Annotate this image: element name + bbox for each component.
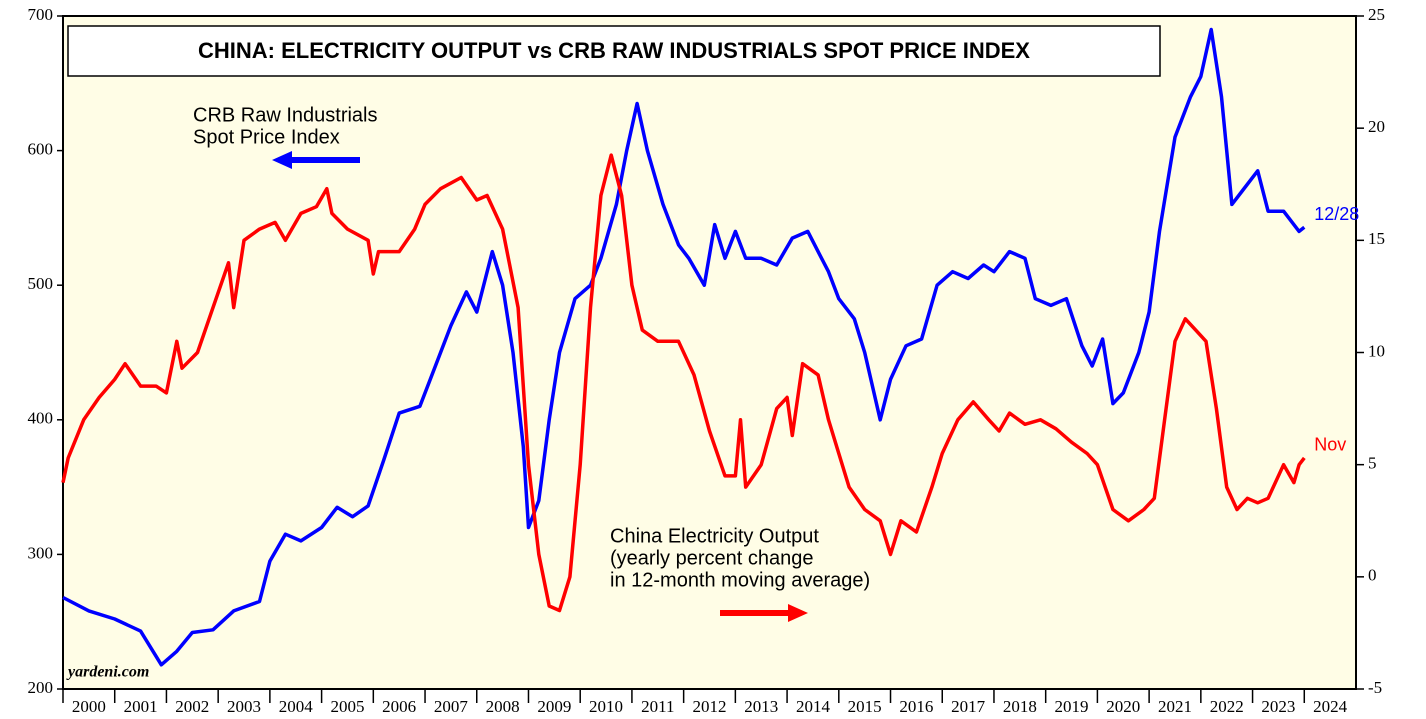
x-tick-label: 2018 — [1003, 697, 1037, 716]
x-tick-label: 2007 — [434, 697, 469, 716]
y-tick-label: 200 — [28, 678, 54, 697]
x-tick-label: 2019 — [1055, 697, 1089, 716]
x-tick-label: 2014 — [796, 697, 831, 716]
y2-tick-label: 20 — [1368, 117, 1385, 136]
x-tick-label: 2006 — [382, 697, 416, 716]
y2-tick-label: 0 — [1368, 566, 1377, 585]
y2-tick-label: 10 — [1368, 341, 1385, 360]
chart-title: CHINA: ELECTRICITY OUTPUT vs CRB RAW IND… — [198, 38, 1030, 63]
x-tick-label: 2001 — [124, 697, 158, 716]
y-tick-label: 400 — [28, 409, 54, 428]
x-tick-label: 2003 — [227, 697, 261, 716]
y2-tick-label: 5 — [1368, 454, 1377, 473]
x-tick-label: 2011 — [641, 697, 674, 716]
y-tick-label: 300 — [28, 543, 54, 562]
x-tick-label: 2004 — [279, 697, 314, 716]
arrow-head — [788, 604, 808, 622]
series-line — [61, 153, 1306, 613]
x-tick-label: 2012 — [693, 697, 727, 716]
x-tick-label: 2010 — [589, 697, 623, 716]
annotation: CRB Raw Industrials — [193, 104, 378, 126]
x-tick-label: 2020 — [1106, 697, 1140, 716]
x-tick-label: 2024 — [1313, 697, 1348, 716]
x-tick-label: 2015 — [848, 697, 882, 716]
annotation: China Electricity Output — [610, 525, 819, 547]
y-tick-label: 600 — [28, 140, 54, 159]
x-tick-label: 2013 — [744, 697, 778, 716]
x-tick-label: 2008 — [486, 697, 520, 716]
x-tick-label: 2009 — [537, 697, 571, 716]
x-tick-label: 2021 — [1158, 697, 1192, 716]
x-tick-label: 2023 — [1261, 697, 1295, 716]
y2-tick-label: 15 — [1368, 229, 1385, 248]
annotation: in 12-month moving average) — [610, 569, 870, 591]
x-tick-label: 2000 — [72, 697, 106, 716]
y-tick-label: 700 — [28, 5, 54, 24]
annotation: Spot Price Index — [193, 126, 340, 148]
x-tick-label: 2017 — [951, 697, 986, 716]
title-box — [67, 25, 1161, 77]
x-tick-label: 2016 — [899, 697, 933, 716]
annotation: (yearly percent change — [610, 547, 813, 569]
x-tick-label: 2005 — [330, 697, 364, 716]
y-tick-label: 500 — [28, 274, 54, 293]
source: yardeni.com — [66, 664, 149, 681]
arrow-head — [272, 151, 292, 169]
end-label: 12/28 — [1314, 204, 1359, 224]
y2-tick-label: -5 — [1368, 678, 1382, 697]
y2-tick-label: 25 — [1368, 5, 1385, 24]
series-line — [62, 27, 1306, 667]
end-label: Nov — [1314, 435, 1346, 455]
x-tick-label: 2022 — [1210, 697, 1244, 716]
arrows — [272, 151, 808, 622]
x-tick-label: 2002 — [175, 697, 209, 716]
